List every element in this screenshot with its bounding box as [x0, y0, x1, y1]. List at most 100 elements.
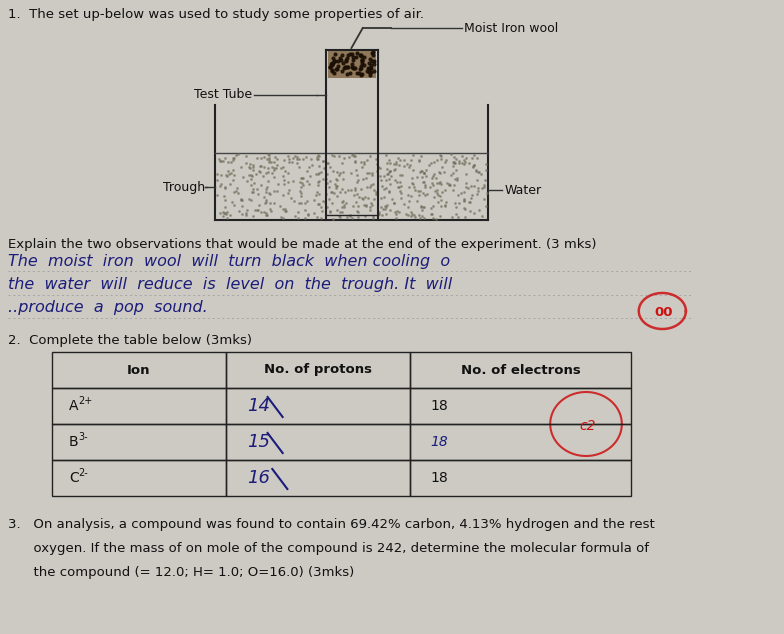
Point — [345, 59, 358, 69]
Bar — [410, 460, 631, 496]
Point — [366, 56, 379, 66]
Point — [299, 205, 311, 216]
Text: B: B — [69, 435, 78, 449]
Point — [365, 60, 378, 70]
Point — [347, 151, 360, 161]
Point — [268, 152, 281, 162]
Text: 2.  Complete the table below (3mks): 2. Complete the table below (3mks) — [8, 334, 252, 347]
Point — [291, 152, 303, 162]
Point — [356, 58, 368, 68]
Point — [255, 207, 267, 217]
Point — [223, 179, 236, 190]
Point — [358, 52, 370, 62]
Point — [340, 68, 353, 79]
Point — [388, 198, 401, 208]
Point — [426, 171, 439, 181]
Point — [384, 158, 397, 168]
Point — [323, 207, 336, 217]
Point — [318, 197, 331, 207]
Point — [368, 194, 380, 204]
Point — [335, 55, 347, 65]
Point — [381, 164, 394, 174]
Point — [372, 162, 384, 172]
Point — [336, 158, 348, 168]
Point — [329, 64, 342, 74]
Point — [274, 202, 286, 212]
Point — [328, 68, 340, 78]
Point — [327, 53, 339, 63]
Point — [371, 159, 383, 169]
Point — [361, 182, 373, 192]
Point — [255, 153, 267, 164]
Point — [424, 182, 437, 192]
Text: No. of electrons: No. of electrons — [461, 363, 580, 377]
Point — [336, 167, 349, 177]
Point — [257, 162, 270, 172]
Bar — [410, 352, 631, 388]
Point — [435, 162, 448, 172]
Point — [440, 155, 452, 165]
Point — [263, 150, 275, 160]
Point — [331, 190, 343, 200]
Text: No. of protons: No. of protons — [264, 363, 372, 377]
Point — [234, 162, 247, 172]
Point — [258, 191, 270, 202]
Point — [228, 186, 241, 197]
Point — [477, 193, 490, 204]
Point — [299, 214, 311, 224]
Point — [268, 186, 281, 197]
Point — [313, 176, 325, 186]
Point — [325, 59, 337, 69]
Point — [260, 210, 273, 220]
Point — [311, 179, 324, 190]
Point — [332, 151, 345, 161]
Point — [330, 175, 343, 185]
Point — [448, 179, 460, 190]
Point — [354, 63, 367, 73]
Text: 00: 00 — [654, 306, 673, 318]
Point — [326, 58, 339, 68]
Point — [267, 198, 280, 208]
Point — [456, 158, 469, 168]
Point — [219, 202, 231, 212]
Point — [437, 167, 450, 178]
Point — [216, 207, 229, 217]
Point — [314, 202, 327, 212]
Point — [341, 61, 354, 72]
Point — [344, 167, 357, 178]
Point — [350, 53, 362, 63]
Point — [430, 185, 443, 195]
Point — [258, 152, 270, 162]
Point — [380, 150, 393, 160]
Point — [420, 165, 433, 175]
Point — [276, 213, 289, 223]
Point — [252, 205, 264, 215]
Point — [350, 205, 363, 216]
Point — [332, 61, 344, 71]
Point — [267, 162, 279, 172]
Point — [384, 171, 397, 181]
Point — [371, 165, 383, 176]
Point — [348, 63, 361, 74]
Bar — [226, 424, 410, 460]
Point — [420, 171, 433, 181]
Point — [347, 55, 360, 65]
Point — [285, 193, 298, 204]
Point — [220, 207, 233, 217]
Point — [262, 167, 274, 177]
Point — [379, 201, 391, 211]
Point — [296, 178, 308, 188]
Point — [247, 165, 260, 175]
Point — [243, 170, 256, 180]
Point — [416, 205, 428, 216]
Point — [220, 213, 233, 223]
Point — [334, 207, 347, 217]
Point — [365, 179, 378, 190]
Point — [310, 212, 323, 222]
Point — [317, 197, 329, 207]
Text: 3-: 3- — [78, 432, 88, 442]
Point — [300, 166, 313, 176]
Point — [225, 157, 238, 167]
Point — [415, 202, 427, 212]
Point — [361, 63, 374, 73]
